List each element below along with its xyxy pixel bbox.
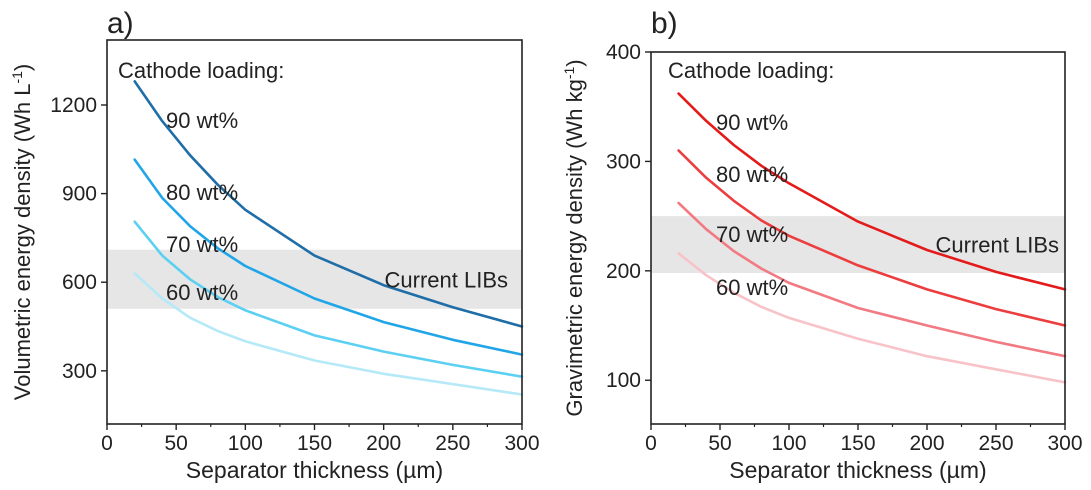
y-axis-label: Volumetric energy density (Wh L-1): [9, 64, 35, 400]
series-label: 60 wt%: [716, 275, 788, 300]
panel-label: b): [651, 7, 678, 40]
series-line-90wt: [677, 92, 1067, 291]
y-tick-label: 300: [606, 150, 641, 173]
x-tick-label: 250: [435, 432, 470, 455]
y-tick-label: 300: [62, 360, 97, 383]
x-tick-label: 150: [840, 432, 875, 455]
band-label: Current LIBs: [936, 233, 1060, 258]
x-tick-label: 200: [366, 432, 401, 455]
y-tick-label: 400: [606, 41, 641, 64]
y-tick-label: 900: [62, 183, 97, 206]
current-libs-band: [651, 216, 1065, 274]
series-label: 80 wt%: [166, 180, 238, 205]
y-tick-label: 200: [606, 260, 641, 283]
series-line-70wt: [677, 201, 1067, 358]
x-tick-label: 100: [771, 432, 806, 455]
series-line-60wt: [677, 252, 1067, 384]
panel-label: a): [107, 7, 134, 40]
chart-panel-b: Current LIBs 90 wt% 80 wt% 70 wt% 60 wt% Cath…: [561, 7, 1083, 483]
x-tick-label: 50: [708, 432, 731, 455]
series-label: 80 wt%: [716, 162, 788, 187]
series-line-80wt: [133, 158, 524, 356]
chart-panel-a: Current LIBs 90 wt% 80 wt% 70 wt% 60 wt% Cath…: [9, 7, 540, 483]
x-axis-label: Separator thickness (µm): [729, 457, 986, 483]
band-label: Current LIBs: [385, 267, 509, 292]
series-line-60wt: [133, 272, 524, 396]
series-label: 70 wt%: [166, 232, 238, 257]
y-tick-label: 1200: [50, 94, 97, 117]
x-tick-label: 200: [909, 432, 944, 455]
series-label: 90 wt%: [166, 108, 238, 133]
x-tick-label: 0: [101, 432, 113, 455]
x-tick-label: 300: [1047, 432, 1082, 455]
y-tick-label: 600: [62, 271, 97, 294]
x-axis-label: Separator thickness (µm): [186, 457, 443, 483]
series-line-90wt: [133, 80, 524, 328]
x-tick-label: 50: [164, 432, 187, 455]
y-tick-label: 100: [606, 369, 641, 392]
series-label: 90 wt%: [716, 110, 788, 135]
series-line-70wt: [133, 220, 524, 378]
series-line-80wt: [677, 149, 1067, 327]
legend-title: Cathode loading:: [118, 58, 284, 83]
series-label: 70 wt%: [716, 222, 788, 247]
x-tick-label: 300: [504, 432, 539, 455]
x-tick-label: 150: [297, 432, 332, 455]
series-label: 60 wt%: [166, 280, 238, 305]
x-tick-label: 0: [645, 432, 657, 455]
y-axis-label: Gravimetric energy density (Wh kg-1): [561, 59, 587, 416]
legend-title: Cathode loading:: [668, 58, 834, 83]
x-tick-label: 100: [228, 432, 263, 455]
x-tick-label: 250: [978, 432, 1013, 455]
